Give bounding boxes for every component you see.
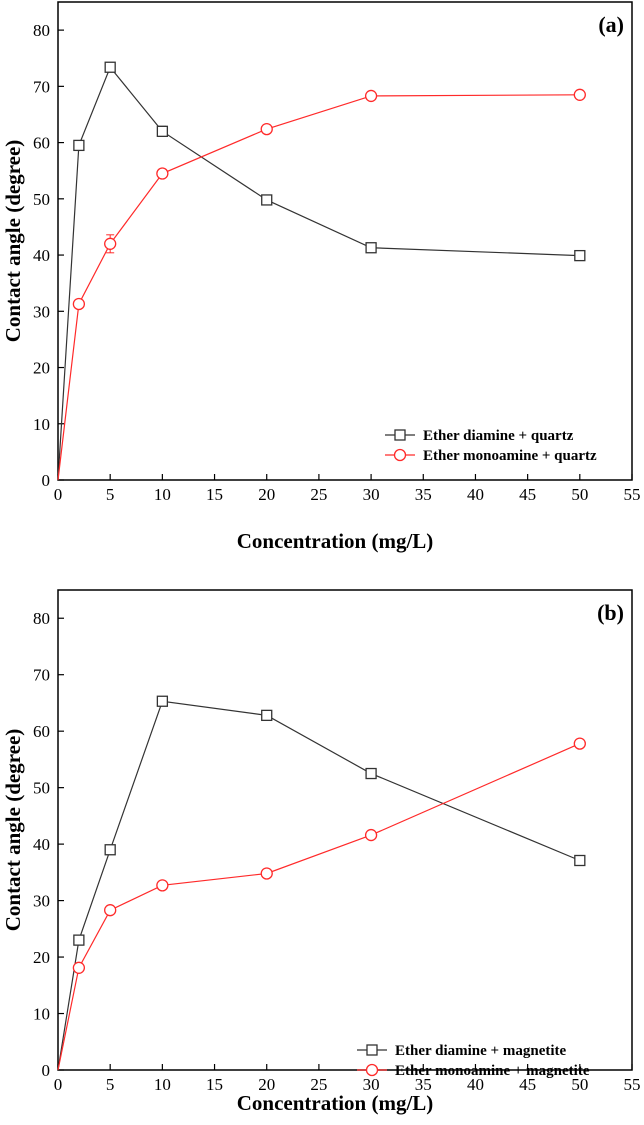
y-tick-label: 50 (33, 190, 50, 209)
legend-marker (365, 1063, 379, 1077)
data-point (574, 854, 586, 867)
x-tick-label: 35 (415, 485, 432, 504)
legend-marker (393, 448, 407, 462)
x-tick-label: 45 (519, 1075, 536, 1094)
x-tick-label: 55 (624, 485, 641, 504)
legend-label: Ether monoamine + quartz (423, 448, 597, 464)
chart-panel-b: 0 5 10 15 20 25 30 35 40 45 50 55 0 10 20 30 40 50 60 70 80 C… (1, 589, 641, 1115)
data-point (261, 709, 273, 722)
y-tick-label: 70 (33, 666, 50, 685)
y-tick-label: 70 (33, 77, 50, 96)
data-point (364, 828, 378, 842)
x-axis-title: Concentration (mg/L) (237, 1091, 434, 1115)
data-point (104, 61, 116, 73)
data-point (260, 867, 273, 880)
y-tick-label: 10 (33, 415, 50, 434)
data-point (156, 167, 169, 180)
panel-label: (b) (597, 600, 624, 625)
data-point (104, 844, 116, 856)
legend-label: Ether monoamine + magnetite (395, 1063, 590, 1079)
data-point (73, 934, 85, 946)
y-tick-label: 80 (33, 609, 50, 628)
series-1 (57, 88, 586, 481)
x-tick-label: 45 (519, 485, 536, 504)
data-point (261, 194, 273, 206)
x-tick-label: 15 (206, 485, 223, 504)
x-tick-label: 20 (258, 1075, 275, 1094)
y-axis-title: Contact angle (degree) (1, 140, 25, 343)
x-tick-label: 40 (467, 485, 484, 504)
x-tick-label: 50 (571, 1075, 588, 1094)
y-tick-label: 60 (33, 134, 50, 153)
y-tick-label: 80 (33, 21, 50, 40)
series-line (57, 700, 581, 1071)
legend-marker (394, 429, 406, 441)
data-point (365, 242, 377, 254)
legend-label: Ether diamine + magnetite (395, 1043, 567, 1059)
x-tick-label: 50 (571, 485, 588, 504)
series-line (57, 66, 580, 481)
data-point (364, 89, 378, 103)
data-point (104, 237, 117, 250)
chart-panel-a: 0 5 10 15 20 25 30 35 40 45 50 55 0 10 20 30 40 50 60 70 80 C… (1, 1, 641, 553)
data-point (72, 961, 86, 974)
x-tick-label: 25 (310, 485, 327, 504)
x-tick-label: 55 (624, 1075, 641, 1094)
series-1 (57, 737, 586, 1071)
y-tick-label: 60 (33, 722, 50, 741)
data-point (72, 297, 86, 311)
y-tick-label: 40 (33, 246, 50, 265)
x-tick-label: 15 (206, 1075, 223, 1094)
x-tick-label: 10 (154, 1075, 171, 1094)
legend: Ether diamine + magnetite Ether monoamine… (357, 1043, 590, 1079)
data-point (573, 88, 586, 101)
y-tick-label: 50 (33, 779, 50, 798)
y-tick-label: 20 (33, 948, 50, 967)
plot-frame (57, 589, 633, 1071)
data-point (574, 249, 586, 262)
y-tick-label: 0 (42, 1061, 51, 1080)
x-tick-label: 35 (415, 1075, 432, 1094)
x-tick-label: 10 (154, 485, 171, 504)
y-tick-label: 20 (33, 359, 50, 378)
x-tick-label: 25 (310, 1075, 327, 1094)
x-tick-label: 20 (258, 485, 275, 504)
x-tick-label: 0 (54, 1075, 63, 1094)
legend-label: Ether diamine + quartz (423, 428, 574, 444)
series-line (57, 743, 581, 1071)
data-point (365, 767, 377, 780)
y-tick-label: 10 (33, 1005, 50, 1024)
data-point (260, 122, 273, 136)
series-line (57, 94, 580, 481)
data-point (573, 737, 586, 750)
y-tick-label: 40 (33, 835, 50, 854)
data-point (104, 904, 117, 917)
data-point (156, 695, 169, 707)
plot-frame (57, 1, 633, 481)
x-tick-label: 30 (363, 485, 380, 504)
x-tick-label: 5 (106, 1075, 115, 1094)
legend-marker (366, 1044, 378, 1056)
series-0 (57, 695, 586, 1071)
legend: Ether diamine + quartz Ether monoamine + … (385, 428, 597, 464)
panel-label: (a) (598, 12, 624, 37)
data-point (156, 879, 169, 892)
x-axis-title: Concentration (mg/L) (237, 529, 434, 553)
series-0 (57, 61, 586, 481)
y-tick-label: 30 (33, 892, 50, 911)
x-tick-label: 30 (363, 1075, 380, 1094)
y-tick-label: 0 (42, 471, 51, 490)
x-tick-label: 40 (467, 1075, 484, 1094)
y-axis-title: Contact angle (degree) (1, 729, 25, 932)
x-tick-label: 0 (54, 485, 63, 504)
data-point (73, 139, 85, 152)
y-tick-label: 30 (33, 302, 50, 321)
x-tick-label: 5 (106, 485, 115, 504)
data-point (156, 125, 169, 137)
